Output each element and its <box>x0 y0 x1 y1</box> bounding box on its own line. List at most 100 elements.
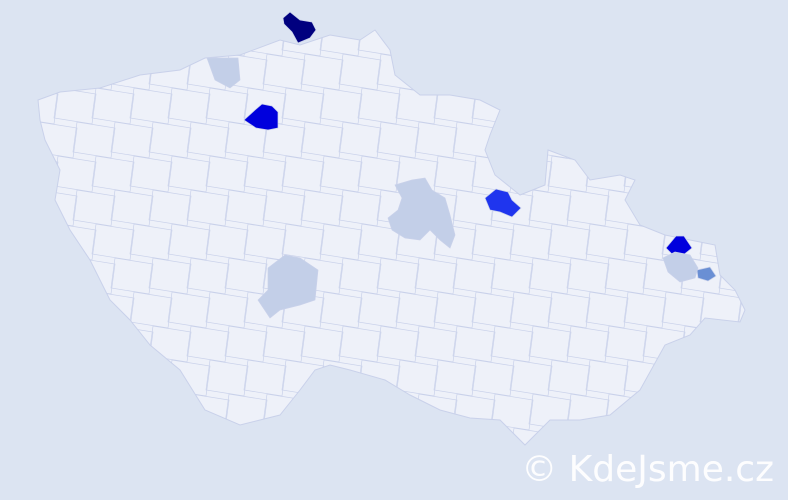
district[interactable] <box>224 325 268 363</box>
district[interactable] <box>661 87 705 125</box>
district[interactable] <box>509 223 553 261</box>
district[interactable] <box>547 20 591 57</box>
district[interactable] <box>623 87 667 125</box>
district[interactable] <box>205 87 249 125</box>
district[interactable] <box>376 257 420 295</box>
district[interactable] <box>357 87 401 125</box>
district[interactable] <box>528 53 572 91</box>
district[interactable] <box>642 189 686 227</box>
district[interactable] <box>91 20 135 57</box>
district[interactable] <box>243 359 287 397</box>
district[interactable] <box>53 427 97 464</box>
district[interactable] <box>205 20 249 57</box>
district[interactable] <box>319 155 363 193</box>
highlighted-district[interactable] <box>484 188 522 218</box>
district[interactable] <box>737 223 780 261</box>
district[interactable] <box>604 325 648 363</box>
district[interactable] <box>547 223 591 261</box>
district[interactable] <box>205 359 249 397</box>
district[interactable] <box>338 189 382 227</box>
district[interactable] <box>300 189 344 227</box>
district[interactable] <box>16 427 59 464</box>
district[interactable] <box>16 20 59 57</box>
district[interactable] <box>471 20 515 57</box>
district[interactable] <box>718 325 761 363</box>
district[interactable] <box>357 427 401 464</box>
district[interactable] <box>680 121 724 159</box>
district[interactable] <box>72 325 116 363</box>
district[interactable] <box>53 291 97 329</box>
district[interactable] <box>547 87 591 125</box>
district[interactable] <box>129 87 173 125</box>
district[interactable] <box>414 121 458 159</box>
district[interactable] <box>91 427 135 464</box>
district[interactable] <box>376 393 420 431</box>
district[interactable] <box>566 121 610 159</box>
district[interactable] <box>72 189 116 227</box>
district[interactable] <box>91 87 135 125</box>
district[interactable] <box>452 257 496 295</box>
district[interactable] <box>585 291 629 329</box>
district[interactable] <box>262 325 306 363</box>
district[interactable] <box>604 121 648 159</box>
district[interactable] <box>110 189 154 227</box>
district[interactable] <box>623 291 667 329</box>
district[interactable] <box>319 87 363 125</box>
district[interactable] <box>604 53 648 91</box>
district[interactable] <box>281 155 325 193</box>
district[interactable] <box>452 189 496 227</box>
district[interactable] <box>585 87 629 125</box>
district[interactable] <box>35 393 78 431</box>
district[interactable] <box>16 223 59 261</box>
district[interactable] <box>91 359 135 397</box>
district[interactable] <box>167 155 211 193</box>
district[interactable] <box>300 121 344 159</box>
district[interactable] <box>661 155 705 193</box>
district[interactable] <box>718 257 761 295</box>
highlighted-district[interactable] <box>387 177 456 249</box>
highlighted-district[interactable] <box>243 103 279 131</box>
district[interactable] <box>129 291 173 329</box>
district[interactable] <box>566 189 610 227</box>
district[interactable] <box>186 325 230 363</box>
district[interactable] <box>16 291 59 329</box>
district[interactable] <box>376 325 420 363</box>
district[interactable] <box>129 427 173 464</box>
district[interactable] <box>357 223 401 261</box>
district[interactable] <box>471 359 515 397</box>
district[interactable] <box>509 359 553 397</box>
district[interactable] <box>433 155 477 193</box>
district[interactable] <box>281 223 325 261</box>
district[interactable] <box>757 258 788 294</box>
district[interactable] <box>167 20 211 57</box>
highlighted-district[interactable] <box>282 11 317 44</box>
district[interactable] <box>224 257 268 295</box>
district[interactable] <box>186 257 230 295</box>
district[interactable] <box>110 257 154 295</box>
district[interactable] <box>566 53 610 91</box>
district[interactable] <box>376 121 420 159</box>
district[interactable] <box>167 427 211 464</box>
district[interactable] <box>167 87 211 125</box>
district[interactable] <box>281 427 325 464</box>
district[interactable] <box>338 257 382 295</box>
district[interactable] <box>167 223 211 261</box>
district[interactable] <box>338 53 382 91</box>
district[interactable] <box>718 121 761 159</box>
district[interactable] <box>148 189 192 227</box>
district[interactable] <box>91 223 135 261</box>
district[interactable] <box>319 427 363 464</box>
district[interactable] <box>433 359 477 397</box>
district[interactable] <box>35 53 78 91</box>
district[interactable] <box>737 20 780 57</box>
district[interactable] <box>243 427 287 464</box>
district[interactable] <box>262 121 306 159</box>
district[interactable] <box>490 53 534 91</box>
district[interactable] <box>718 189 761 227</box>
district[interactable] <box>737 155 780 193</box>
district[interactable] <box>757 122 788 158</box>
district[interactable] <box>528 325 572 363</box>
district[interactable] <box>471 223 515 261</box>
district[interactable] <box>110 121 154 159</box>
district[interactable] <box>395 291 439 329</box>
